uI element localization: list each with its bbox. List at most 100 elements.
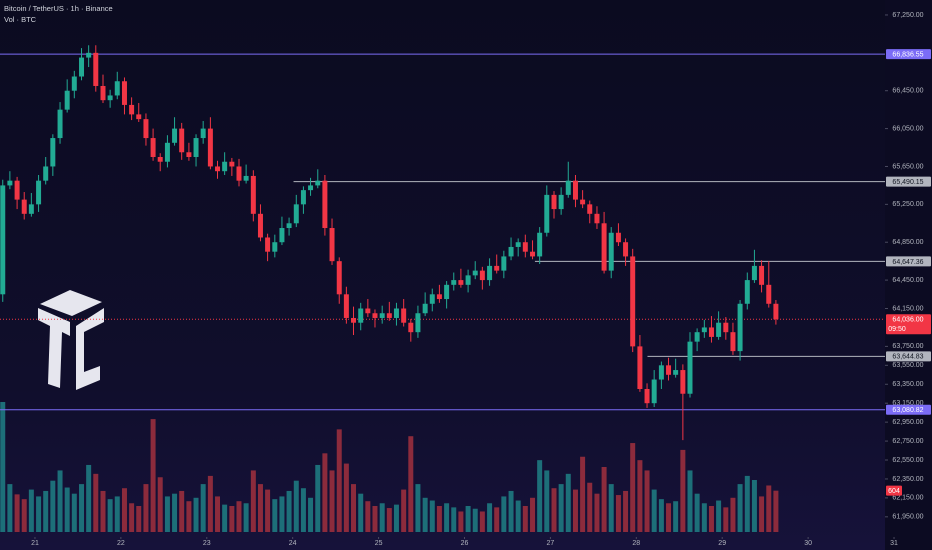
- volume-bar: [236, 501, 242, 532]
- candle-body: [458, 280, 464, 285]
- volume-bar: [444, 503, 450, 532]
- candle-body: [716, 322, 722, 337]
- level-tag: [886, 256, 931, 267]
- candle-body: [537, 232, 543, 257]
- volume-layer: [0, 402, 779, 532]
- volume-bar: [293, 480, 299, 532]
- candle-body: [150, 138, 156, 157]
- candle-body: [773, 303, 779, 320]
- volume-bar: [393, 504, 399, 532]
- candle-body: [730, 332, 736, 352]
- candle-body: [186, 152, 192, 157]
- y-tick-label: 66,050.00: [892, 125, 923, 132]
- volume-bar: [200, 484, 206, 532]
- x-tick-label: 26: [461, 540, 469, 547]
- candle-body: [487, 265, 493, 281]
- volume-title: Vol · BTC: [4, 15, 37, 24]
- volume-bar: [57, 470, 63, 532]
- volume-bar: [300, 488, 306, 532]
- volume-bar: [365, 501, 371, 532]
- volume-bar: [666, 503, 672, 532]
- volume-bar: [150, 419, 156, 532]
- candle-body: [107, 95, 113, 101]
- candle-body: [114, 81, 120, 96]
- volume-bar: [680, 449, 686, 532]
- volume-bar: [336, 429, 342, 532]
- candle-body: [265, 237, 271, 252]
- candle-body: [666, 365, 672, 375]
- candle-body: [379, 313, 385, 318]
- candle-body: [229, 161, 235, 167]
- y-tick-label: 66,450.00: [892, 88, 923, 95]
- candle-body: [422, 303, 428, 314]
- candle-body: [7, 180, 13, 186]
- candle-body: [436, 294, 442, 300]
- volume-bar: [93, 473, 99, 532]
- volume-bar: [587, 482, 593, 532]
- candle-body: [759, 265, 765, 285]
- volume-bar: [351, 484, 356, 532]
- candle-body: [444, 284, 450, 300]
- candle-body: [615, 232, 621, 243]
- y-tick-label: 64,850.00: [892, 239, 923, 246]
- volume-bar: [522, 506, 528, 532]
- volume-bar: [64, 487, 70, 532]
- volume-bar: [308, 497, 314, 532]
- candle-body: [129, 104, 135, 115]
- volume-bar: [759, 496, 765, 532]
- volume-bar: [608, 484, 614, 532]
- candle-body: [594, 213, 600, 224]
- candle-body: [322, 180, 328, 229]
- volume-bar: [651, 489, 657, 532]
- volume-bar: [86, 464, 92, 532]
- y-tick-label: 65,650.00: [892, 163, 923, 170]
- volume-bar: [580, 456, 586, 532]
- volume-bar: [408, 436, 414, 532]
- volume-bar: [572, 489, 578, 532]
- volume-bar: [415, 484, 421, 532]
- volume-bar: [315, 464, 321, 532]
- volume-bar: [7, 484, 13, 532]
- volume-bar: [401, 489, 407, 532]
- volume-bar: [215, 496, 221, 532]
- candle-body: [580, 199, 586, 205]
- y-tick-label: 62,750.00: [892, 438, 923, 445]
- x-tick-label: 21: [31, 540, 39, 547]
- volume-bar: [479, 511, 485, 532]
- candle-body: [630, 256, 636, 347]
- candle-body: [623, 242, 629, 257]
- volume-bar: [43, 490, 49, 532]
- candle-body: [365, 308, 371, 314]
- candle-body: [680, 370, 686, 394]
- candle-body: [601, 223, 607, 271]
- x-tick-label: 31: [890, 540, 898, 547]
- candle-body: [522, 242, 528, 252]
- candle-body: [358, 308, 364, 323]
- volume-bar: [207, 475, 213, 532]
- candle-body: [501, 256, 507, 271]
- level-tag-label: 64,647.36: [892, 259, 923, 266]
- volume-bar: [751, 480, 757, 532]
- candle-body: [651, 379, 657, 404]
- candle-body: [386, 313, 392, 318]
- candle-body: [315, 180, 321, 186]
- volume-bar: [508, 490, 514, 532]
- last-price-label: 64,036.00: [892, 317, 923, 324]
- candle-body: [479, 270, 485, 281]
- volume-bar: [186, 501, 192, 532]
- volume-bar: [744, 475, 750, 532]
- volume-bar: [343, 463, 349, 532]
- volume-bar: [36, 496, 42, 532]
- y-tick-label: 63,750.00: [892, 343, 923, 350]
- candle-body: [121, 81, 127, 105]
- candle-body: [136, 114, 142, 120]
- candle-body: [565, 180, 571, 195]
- candle-body: [393, 308, 399, 318]
- candle-body: [21, 199, 27, 214]
- volume-bar: [272, 499, 278, 532]
- volume-bar: [730, 497, 736, 532]
- volume-bar: [143, 484, 149, 532]
- candle-body: [143, 119, 149, 139]
- volume-bar: [107, 499, 113, 532]
- candle-body: [64, 90, 70, 110]
